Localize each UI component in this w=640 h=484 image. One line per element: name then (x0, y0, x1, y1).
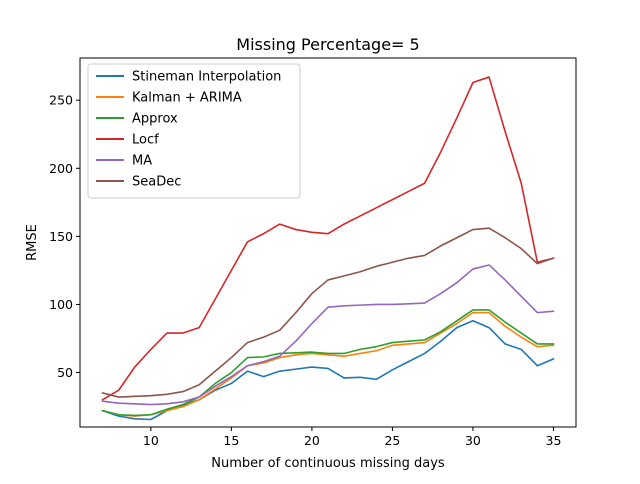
legend-label-approx: Approx (132, 112, 178, 127)
chart-title: Missing Percentage= 5 (236, 35, 419, 54)
series-line-seadec (101, 227, 555, 398)
x-axis-ticks: 10 15 20 25 30 35 (143, 427, 562, 448)
series-line-approx (101, 309, 555, 417)
legend: Stineman Interpolation Kalman + ARIMA Appr… (87, 63, 301, 199)
x-tick-label: 15 (223, 433, 239, 448)
x-tick-label: 35 (546, 433, 562, 448)
x-tick-label: 10 (143, 433, 159, 448)
x-tick-label: 30 (465, 433, 481, 448)
y-axis-ticks: 50 100 150 200 250 (49, 93, 80, 380)
x-tick-label: 25 (384, 433, 400, 448)
series-line-stineman-interpolation (101, 319, 555, 421)
legend-label-locf: Locf (132, 133, 159, 148)
legend-label-ma: MA (132, 154, 152, 169)
y-tick-label: 100 (49, 297, 73, 312)
y-axis-label: RMSE (25, 224, 40, 261)
y-tick-label: 200 (49, 161, 73, 176)
y-tick-label: 50 (57, 365, 73, 380)
series-line-locf (101, 76, 555, 401)
y-tick-label: 150 (49, 229, 73, 244)
plot-frame (79, 57, 577, 428)
x-tick-label: 20 (304, 433, 320, 448)
legend-label-stineman-interpolation: Stineman Interpolation (132, 70, 281, 85)
y-tick-label: 250 (49, 93, 73, 108)
series-line-kalman-arima (101, 311, 555, 417)
legend-box (87, 63, 301, 199)
legend-label-kalman-arima: Kalman + ARIMA (132, 91, 242, 106)
x-axis-label: Number of continuous missing days (211, 456, 445, 471)
series-layer (101, 76, 555, 421)
series-line-ma (101, 264, 555, 406)
legend-label-seadec: SeaDec (132, 175, 181, 190)
